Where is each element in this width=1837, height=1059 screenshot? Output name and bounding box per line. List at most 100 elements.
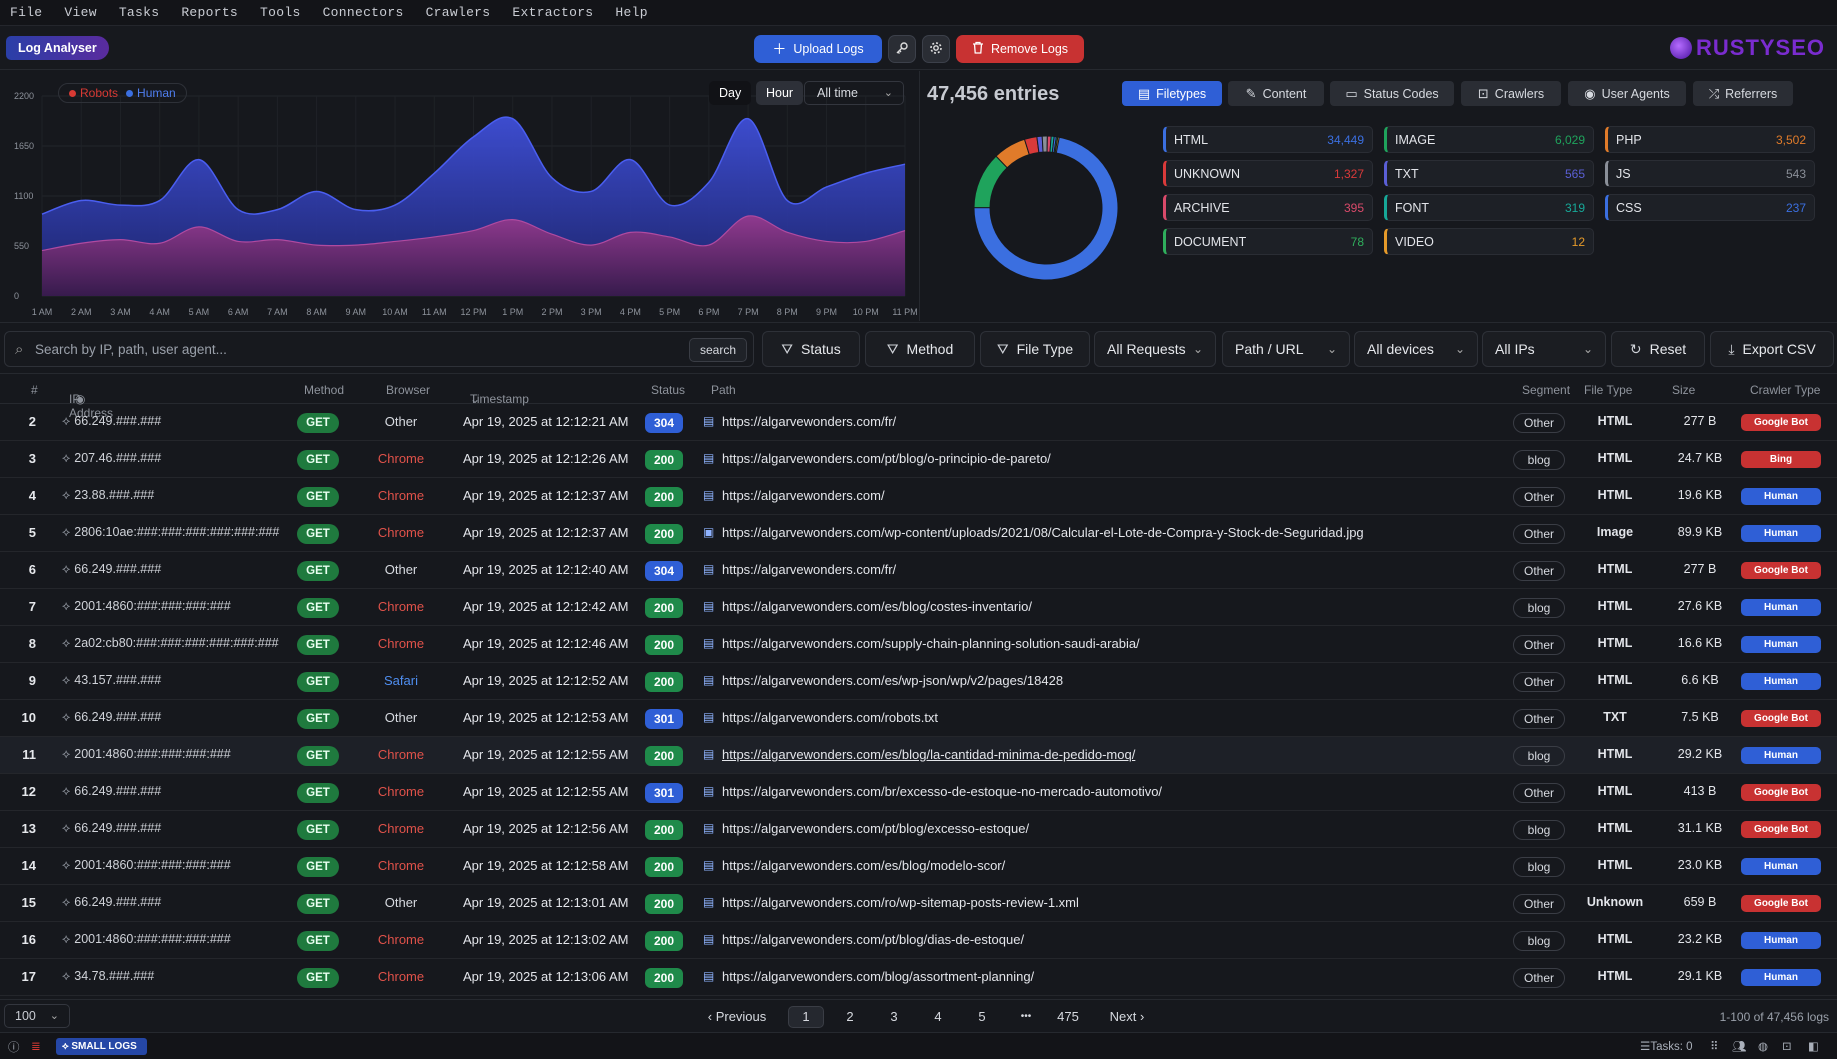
search-input[interactable] bbox=[35, 339, 685, 359]
donut-slice-image[interactable] bbox=[973, 155, 1008, 209]
table-row[interactable]: 2 ⟡ 66.249.###.### GET Other Apr 19, 2025 at … bbox=[0, 404, 1837, 441]
tab-log-analyser[interactable]: Log Analyser bbox=[6, 36, 109, 60]
tab-crawlers[interactable]: ⊡ Crawlers bbox=[1461, 81, 1561, 106]
next-page-button[interactable]: Next › bbox=[1100, 1006, 1154, 1028]
tab-content[interactable]: ✎ Content bbox=[1228, 81, 1324, 106]
donut-slice-video[interactable] bbox=[1054, 136, 1060, 154]
ip-address[interactable]: ⟡ 66.249.###.### bbox=[62, 414, 161, 429]
upload-logs-button[interactable]: ＋ Upload Logs bbox=[754, 35, 882, 63]
globe-icon[interactable]: ◍ bbox=[1758, 1041, 1769, 1053]
devices-select[interactable]: All devices ⌄ bbox=[1354, 331, 1478, 367]
table-row[interactable]: 17 ⟡ 34.78.###.### GET Chrome Apr 19, 2025 at… bbox=[0, 959, 1837, 996]
filetype-card-font[interactable]: FONT 319 bbox=[1384, 194, 1594, 221]
table-row[interactable]: 15 ⟡ 66.249.###.### GET Other Apr 19, 2025 at… bbox=[0, 885, 1837, 922]
table-row[interactable]: 16 ⟡ 2001:4860:###:###:###:### GET Chrome Apr… bbox=[0, 922, 1837, 959]
grid-icon[interactable]: ⠿ bbox=[1710, 1041, 1719, 1053]
ip-address[interactable]: ⟡ 2001:4860:###:###:###:### bbox=[62, 599, 231, 614]
page-1[interactable]: 1 bbox=[788, 1006, 824, 1028]
filetype-card-image[interactable]: IMAGE 6,029 bbox=[1384, 126, 1594, 153]
ip-address[interactable]: ⟡ 2001:4860:###:###:###:### bbox=[62, 747, 231, 762]
ip-address[interactable]: ⟡ 66.249.###.### bbox=[62, 562, 161, 577]
method-filter-button[interactable]: ⛛ Method bbox=[865, 331, 975, 367]
database-icon[interactable]: ≣ bbox=[31, 1041, 41, 1053]
path-link[interactable]: https://algarvewonders.com/pt/blog/o-pri… bbox=[722, 451, 1051, 466]
path-link[interactable]: https://algarvewonders.com/pt/blog/exces… bbox=[722, 821, 1030, 836]
page-last[interactable]: 475 bbox=[1057, 1009, 1079, 1024]
path-link[interactable]: https://algarvewonders.com/br/excesso-de… bbox=[722, 784, 1163, 799]
ip-address[interactable]: ⟡ 2001:4860:###:###:###:### bbox=[62, 858, 231, 873]
legend-human[interactable]: Human bbox=[137, 86, 176, 100]
menu-tools[interactable]: Tools bbox=[260, 5, 301, 20]
table-row[interactable]: 7 ⟡ 2001:4860:###:###:###:### GET Chrome Apr … bbox=[0, 589, 1837, 626]
ip-address[interactable]: ⟡ 66.249.###.### bbox=[62, 821, 161, 836]
table-row[interactable]: 10 ⟡ 66.249.###.### GET Other Apr 19, 2025 at… bbox=[0, 700, 1837, 737]
legend-robots[interactable]: Robots bbox=[80, 86, 119, 100]
ip-address[interactable]: ⟡ 66.249.###.### bbox=[62, 710, 161, 725]
ip-address[interactable]: ⟡ 207.46.###.### bbox=[62, 451, 161, 466]
ips-select[interactable]: All IPs ⌄ bbox=[1482, 331, 1606, 367]
filetype-card-html[interactable]: HTML 34,449 bbox=[1163, 126, 1373, 153]
table-row[interactable]: 6 ⟡ 66.249.###.### GET Other Apr 19, 2025 at … bbox=[0, 552, 1837, 589]
table-row[interactable]: 13 ⟡ 66.249.###.### GET Chrome Apr 19, 2025 a… bbox=[0, 811, 1837, 848]
users-icon[interactable]: 👥︎ bbox=[1732, 1041, 1747, 1053]
tab-user-agents[interactable]: ◉ User Agents bbox=[1568, 81, 1686, 106]
filetype-filter-button[interactable]: ⛛ File Type bbox=[980, 331, 1090, 367]
menu-reports[interactable]: Reports bbox=[181, 5, 239, 20]
ip-address[interactable]: ⟡ 2806:10ae:###:###:###:###:###:### bbox=[62, 525, 279, 540]
path-select[interactable]: Path / URL ⌄ bbox=[1222, 331, 1350, 367]
path-link[interactable]: https://algarvewonders.com/ro/wp-sitemap… bbox=[722, 895, 1079, 910]
day-button[interactable]: Day bbox=[709, 81, 752, 105]
ip-address[interactable]: ⟡ 23.88.###.### bbox=[62, 488, 154, 503]
remove-logs-button[interactable]: Remove Logs bbox=[956, 35, 1084, 63]
search-button[interactable]: search bbox=[688, 338, 747, 362]
key-button[interactable] bbox=[888, 35, 916, 63]
page-2[interactable]: 2 bbox=[846, 1009, 854, 1024]
filetype-card-document[interactable]: DOCUMENT 78 bbox=[1163, 228, 1373, 255]
reset-button[interactable]: ↻ Reset bbox=[1611, 331, 1705, 367]
hour-button[interactable]: Hour bbox=[756, 81, 804, 105]
path-link[interactable]: https://algarvewonders.com/supply-chain-… bbox=[722, 636, 1140, 651]
tasks-indicator[interactable]: ☰Tasks: 0 bbox=[1640, 1039, 1693, 1053]
path-link[interactable]: https://algarvewonders.com/ bbox=[722, 488, 885, 503]
menu-help[interactable]: Help bbox=[615, 5, 648, 20]
menu-crawlers[interactable]: Crawlers bbox=[425, 5, 491, 20]
time-range-select[interactable]: All time ⌄ bbox=[804, 81, 904, 105]
filetype-card-archive[interactable]: ARCHIVE 395 bbox=[1163, 194, 1373, 221]
filetype-card-js[interactable]: JS 543 bbox=[1605, 160, 1815, 187]
tab-referrers[interactable]: ⤮ Referrers bbox=[1693, 81, 1793, 106]
per-page-select[interactable]: 100 ⌄ bbox=[4, 1004, 70, 1028]
path-link[interactable]: https://algarvewonders.com/pt/blog/dias-… bbox=[722, 932, 1025, 947]
menu-extractors[interactable]: Extractors bbox=[512, 5, 594, 20]
menu-file[interactable]: File bbox=[10, 5, 43, 20]
path-link[interactable]: https://algarvewonders.com/es/blog/coste… bbox=[722, 599, 1032, 614]
menu-connectors[interactable]: Connectors bbox=[322, 5, 404, 20]
filetype-card-css[interactable]: CSS 237 bbox=[1605, 194, 1815, 221]
status-filter-button[interactable]: ⛛ Status bbox=[762, 331, 860, 367]
filetype-card-php[interactable]: PHP 3,502 bbox=[1605, 126, 1815, 153]
panel-icon[interactable]: ◧ bbox=[1808, 1041, 1819, 1053]
table-row[interactable]: 14 ⟡ 2001:4860:###:###:###:### GET Chrome Apr… bbox=[0, 848, 1837, 885]
filetype-card-unknown[interactable]: UNKNOWN 1,327 bbox=[1163, 160, 1373, 187]
requests-select[interactable]: All Requests ⌄ bbox=[1094, 331, 1216, 367]
path-link[interactable]: https://algarvewonders.com/blog/assortme… bbox=[722, 969, 1035, 984]
tab-status-codes[interactable]: ▭ Status Codes bbox=[1330, 81, 1454, 106]
ip-address[interactable]: ⟡ 2a02:cb80:###:###:###:###:###:### bbox=[62, 636, 279, 651]
path-link[interactable]: https://algarvewonders.com/es/blog/model… bbox=[722, 858, 1006, 873]
ip-address[interactable]: ⟡ 66.249.###.### bbox=[62, 784, 161, 799]
page-4[interactable]: 4 bbox=[934, 1009, 942, 1024]
path-link[interactable]: https://algarvewonders.com/fr/ bbox=[722, 414, 897, 429]
table-row[interactable]: 3 ⟡ 207.46.###.### GET Chrome Apr 19, 2025 at… bbox=[0, 441, 1837, 478]
table-row[interactable]: 11 ⟡ 2001:4860:###:###:###:### GET Chrome Apr… bbox=[0, 737, 1837, 774]
path-link[interactable]: https://algarvewonders.com/es/blog/la-ca… bbox=[722, 747, 1136, 762]
donut-slice-js[interactable] bbox=[1041, 135, 1048, 153]
table-row[interactable]: 9 ⟡ 43.157.###.### GET Safari Apr 19, 2025 at… bbox=[0, 663, 1837, 700]
path-link[interactable]: https://algarvewonders.com/es/wp-json/wp… bbox=[722, 673, 1064, 688]
ip-address[interactable]: ⟡ 34.78.###.### bbox=[62, 969, 154, 984]
page-3[interactable]: 3 bbox=[890, 1009, 898, 1024]
menu-tasks[interactable]: Tasks bbox=[118, 5, 160, 20]
menu-view[interactable]: View bbox=[64, 5, 97, 20]
path-link[interactable]: https://algarvewonders.com/robots.txt bbox=[722, 710, 939, 725]
tab-filetypes[interactable]: ▤ Filetypes bbox=[1122, 81, 1222, 106]
path-link[interactable]: https://algarvewonders.com/fr/ bbox=[722, 562, 897, 577]
ip-address[interactable]: ⟡ 2001:4860:###:###:###:### bbox=[62, 932, 231, 947]
